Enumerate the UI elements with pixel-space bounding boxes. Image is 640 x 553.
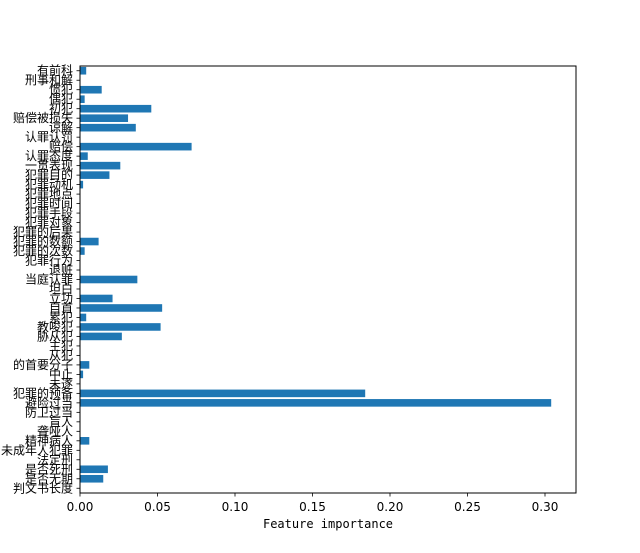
y-tick-label: 犯罪时间 — [25, 197, 73, 211]
bar — [80, 247, 85, 255]
y-tick-label: 偶犯 — [49, 92, 73, 106]
y-tick-label: 判文书长度 — [13, 480, 73, 495]
bar — [80, 332, 122, 341]
bar — [80, 294, 113, 303]
bar — [80, 361, 90, 369]
plot-frame — [79, 65, 577, 494]
y-tick-label: 法定刑 — [37, 452, 73, 467]
y-tick-label: 犯罪的数额 — [13, 234, 73, 249]
y-tick-label: 的首要分子 — [13, 357, 73, 372]
x-tick-label: 0.10 — [222, 500, 249, 514]
bar — [80, 114, 129, 122]
bar — [80, 370, 84, 379]
bar — [80, 152, 88, 160]
bar — [80, 104, 152, 113]
y-tick-label: 累犯 — [49, 310, 73, 324]
y-tick-label: 有前科 — [37, 63, 73, 78]
y-tick-label: 主犯 — [49, 339, 73, 353]
bar — [80, 389, 366, 398]
y-tick-label: 初犯 — [49, 102, 73, 116]
y-tick-label: 从犯 — [49, 348, 73, 362]
y-tick-label: 坦白 — [49, 281, 73, 296]
bar — [80, 123, 136, 132]
y-tick-label: 谅解 — [49, 120, 73, 135]
y-tick-label: 犯罪行为 — [25, 254, 73, 268]
x-ticks-group: 0.00 0.05 0.10 0.15 0.20 0.25 0.30 — [67, 493, 559, 514]
y-tick-label: 立功 — [49, 290, 73, 305]
y-tick-label: 胁从犯 — [37, 328, 73, 343]
bar — [80, 161, 121, 170]
x-axis-label: Feature importance — [263, 517, 393, 531]
bar — [80, 180, 84, 189]
y-tick-label: 犯罪地点 — [25, 187, 73, 201]
y-tick-label: 犯罪目的 — [25, 167, 73, 182]
x-tick-label: 0.05 — [144, 500, 171, 514]
y-tick-label: 盲人 — [49, 414, 73, 429]
bar — [80, 66, 87, 75]
x-tick-label: 0.25 — [454, 500, 481, 514]
y-tick-label: 中止 — [49, 366, 73, 381]
y-tick-label: 认罪认罚 — [25, 130, 73, 144]
y-tick-label: 犯罪对象 — [25, 216, 73, 230]
y-tick-label: 是否无期 — [25, 472, 73, 486]
y-tick-label: 避险过当 — [25, 395, 73, 410]
x-tick-label: 0.20 — [377, 500, 404, 514]
bar — [80, 323, 161, 331]
bar — [80, 275, 138, 284]
y-tick-label: 聋哑人 — [37, 423, 73, 438]
bars-group — [80, 66, 552, 483]
y-tick-label: 未遂 — [49, 377, 73, 391]
y-tick-label: 犯罪动机 — [25, 178, 73, 192]
y-tick-label: 防卫过当 — [25, 404, 73, 419]
y-tick-label: 精神病人 — [25, 433, 73, 448]
bar — [80, 95, 85, 104]
y-ticks-group: 判文书长度是否无期是否死刑法定刑未成年人犯罪精神病人聋哑人盲人防卫过当避险过当犯… — [1, 63, 80, 495]
y-tick-label: 犯罪的后果 — [13, 224, 73, 239]
y-tick-label: 赔偿 — [49, 139, 73, 154]
bar — [80, 437, 90, 445]
y-tick-label: 教唆犯 — [37, 319, 73, 334]
bar — [80, 465, 108, 474]
bar — [80, 142, 192, 151]
y-tick-label: 是否死刑 — [25, 462, 73, 476]
y-tick-label: 自首 — [49, 301, 73, 315]
bar — [80, 171, 110, 179]
y-tick-label: 一贯表现 — [25, 159, 73, 173]
x-tick-label: 0.15 — [299, 500, 326, 514]
bar — [80, 304, 163, 312]
bar — [80, 474, 104, 483]
bar — [80, 399, 552, 407]
y-tick-label: 犯罪的预备 — [13, 385, 73, 400]
x-tick-label: 0.30 — [532, 500, 559, 514]
y-tick-label: 犯罪手段 — [25, 205, 73, 220]
y-tick-label: 犯罪的次数 — [13, 243, 73, 258]
y-tick-label: 未成年人犯罪 — [1, 443, 73, 457]
y-tick-label: 惯犯 — [49, 82, 73, 97]
bar — [80, 313, 87, 322]
y-tick-label: 当庭认罪 — [25, 272, 73, 287]
y-tick-label: 刑事和解 — [25, 73, 73, 87]
y-tick-label: 退赃 — [49, 262, 73, 277]
bar — [80, 237, 99, 246]
x-tick-label: 0.00 — [67, 500, 94, 514]
bar — [80, 85, 102, 94]
y-tick-label: 认罪态度 — [25, 148, 73, 163]
y-tick-label: 赔偿被损失 — [13, 110, 73, 125]
